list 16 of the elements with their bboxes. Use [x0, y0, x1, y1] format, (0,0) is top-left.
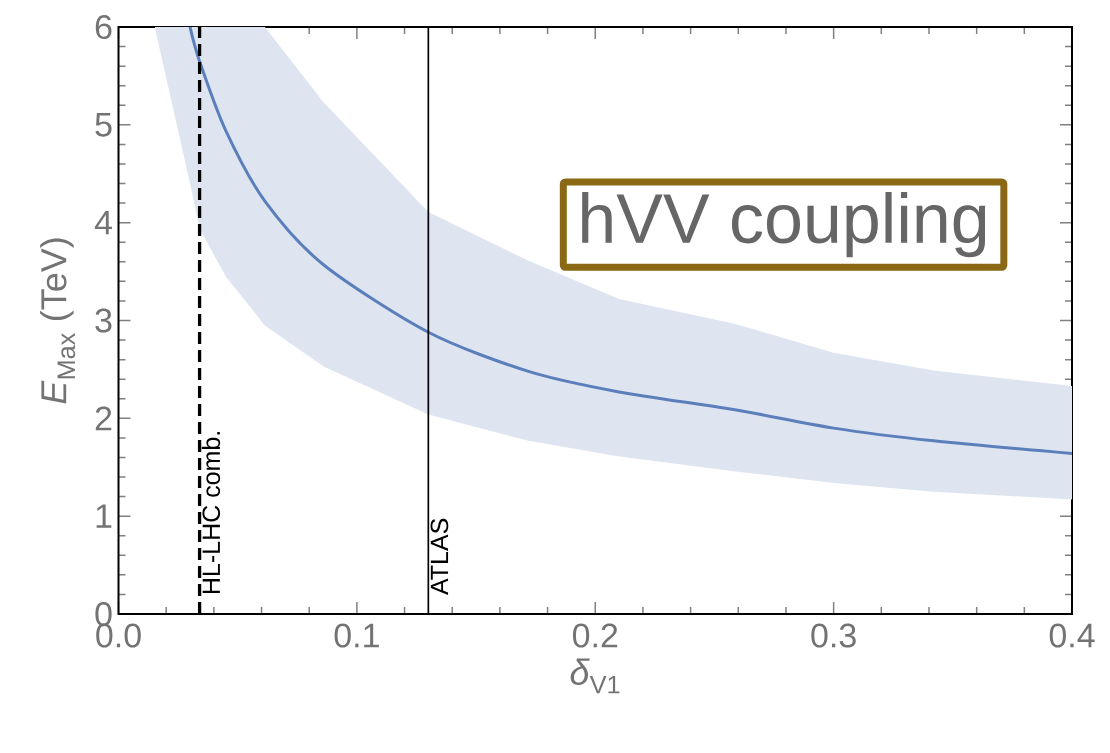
- ref-line-label: HL-LHC comb.: [201, 432, 221, 594]
- y-tick-label: 6: [95, 14, 112, 40]
- x-tick-label: 0.4: [1049, 623, 1095, 648]
- annotation: hVV coupling: [582, 192, 986, 258]
- y-tick-label: 4: [94, 210, 112, 235]
- y-axis-title: E$_{Max}$ (TeV): [40, 238, 76, 404]
- y-tick-label: 1: [96, 504, 112, 528]
- x-tick-label: 0.0: [96, 623, 141, 648]
- y-tick-label: 2: [95, 406, 112, 431]
- x-axis-title: δ$_{V1}$: [570, 658, 620, 694]
- x-tick-label: 0.1: [334, 623, 379, 648]
- y-tick-label: 3: [95, 308, 112, 333]
- ref-line-label: ATLAS: [430, 518, 449, 596]
- y-tick-label: 5: [95, 112, 112, 137]
- x-tick-label: 0.3: [811, 623, 856, 648]
- x-tick-label: 0.2: [572, 623, 618, 648]
